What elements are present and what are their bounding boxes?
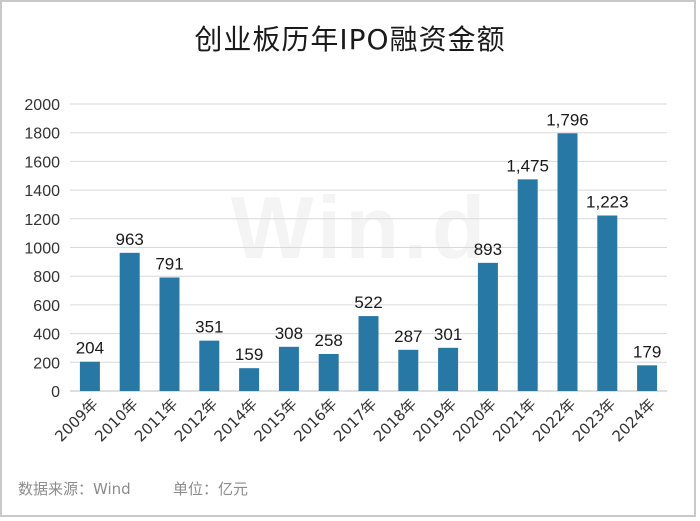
bar bbox=[199, 340, 220, 391]
data-label: 522 bbox=[354, 293, 382, 312]
data-label: 308 bbox=[275, 324, 303, 343]
y-tick-label: 2000 bbox=[24, 97, 60, 114]
y-tick-label: 1000 bbox=[24, 241, 60, 258]
bar bbox=[477, 262, 498, 391]
bar bbox=[637, 365, 658, 391]
data-label: 351 bbox=[195, 318, 223, 337]
chart-title: 创业板历年IPO融资金额 bbox=[194, 23, 506, 56]
data-label: 1,475 bbox=[506, 156, 549, 175]
data-label: 179 bbox=[633, 342, 661, 361]
y-tick-label: 1800 bbox=[24, 126, 60, 143]
y-tick-label: 1600 bbox=[24, 154, 60, 171]
x-tick-label: 2015年 bbox=[250, 395, 300, 445]
data-label: 893 bbox=[474, 240, 502, 259]
x-tick-label: 2022年 bbox=[529, 395, 579, 445]
data-labels: 204 963 791 351 159 308 258 522 287 301 893 1,475 1,… bbox=[76, 110, 662, 364]
bar bbox=[398, 349, 419, 391]
bar bbox=[557, 133, 578, 392]
x-tick-label: 2019年 bbox=[410, 395, 460, 445]
data-label: 287 bbox=[394, 327, 422, 346]
x-tick-label: 2014年 bbox=[211, 395, 261, 445]
x-tick-label: 2011年 bbox=[131, 395, 181, 445]
x-tick-label: 2021年 bbox=[489, 395, 539, 445]
x-tick-label: 2017年 bbox=[330, 395, 380, 445]
unit-note: 单位：亿元 bbox=[173, 480, 249, 498]
bar bbox=[597, 215, 618, 391]
y-tick-label: 800 bbox=[33, 269, 60, 286]
x-tick-label: 2023年 bbox=[569, 395, 619, 445]
data-label: 1,796 bbox=[546, 110, 589, 129]
bar bbox=[438, 347, 459, 391]
bar bbox=[517, 179, 538, 391]
y-axis-ticks: 0 200 400 600 800 1000 1200 1400 1600 1800 2000 bbox=[24, 97, 60, 401]
y-tick-label: 400 bbox=[33, 327, 60, 344]
y-tick-label: 1200 bbox=[24, 212, 60, 229]
x-tick-label: 2018年 bbox=[370, 395, 420, 445]
bars bbox=[79, 133, 658, 392]
x-axis-ticks: 2009年2010年2011年2012年2014年2015年2016年2017年… bbox=[51, 395, 659, 445]
x-tick-label: 2024年 bbox=[609, 395, 659, 445]
data-label: 258 bbox=[315, 331, 343, 350]
bar bbox=[119, 252, 140, 391]
bar bbox=[358, 316, 379, 391]
x-tick-label: 2012年 bbox=[171, 395, 221, 445]
y-tick-label: 200 bbox=[33, 355, 60, 372]
source-note: 数据来源：Wind bbox=[18, 480, 131, 498]
bar bbox=[278, 346, 299, 391]
bar bbox=[239, 368, 260, 391]
bar bbox=[318, 353, 339, 391]
data-label: 791 bbox=[155, 254, 183, 273]
data-label: 159 bbox=[235, 345, 263, 364]
y-tick-label: 1400 bbox=[24, 183, 60, 200]
data-label: 963 bbox=[116, 230, 144, 249]
bar bbox=[79, 361, 100, 391]
data-label: 1,223 bbox=[586, 192, 629, 211]
y-tick-label: 0 bbox=[51, 384, 60, 401]
x-tick-label: 2009年 bbox=[51, 395, 101, 445]
x-tick-label: 2010年 bbox=[91, 395, 141, 445]
watermark-logo: Win.d bbox=[231, 178, 490, 277]
y-tick-label: 600 bbox=[33, 298, 60, 315]
data-label: 301 bbox=[434, 325, 462, 344]
x-tick-label: 2016年 bbox=[290, 395, 340, 445]
x-tick-label: 2020年 bbox=[449, 395, 499, 445]
data-label: 204 bbox=[76, 339, 104, 358]
bar bbox=[159, 277, 180, 391]
